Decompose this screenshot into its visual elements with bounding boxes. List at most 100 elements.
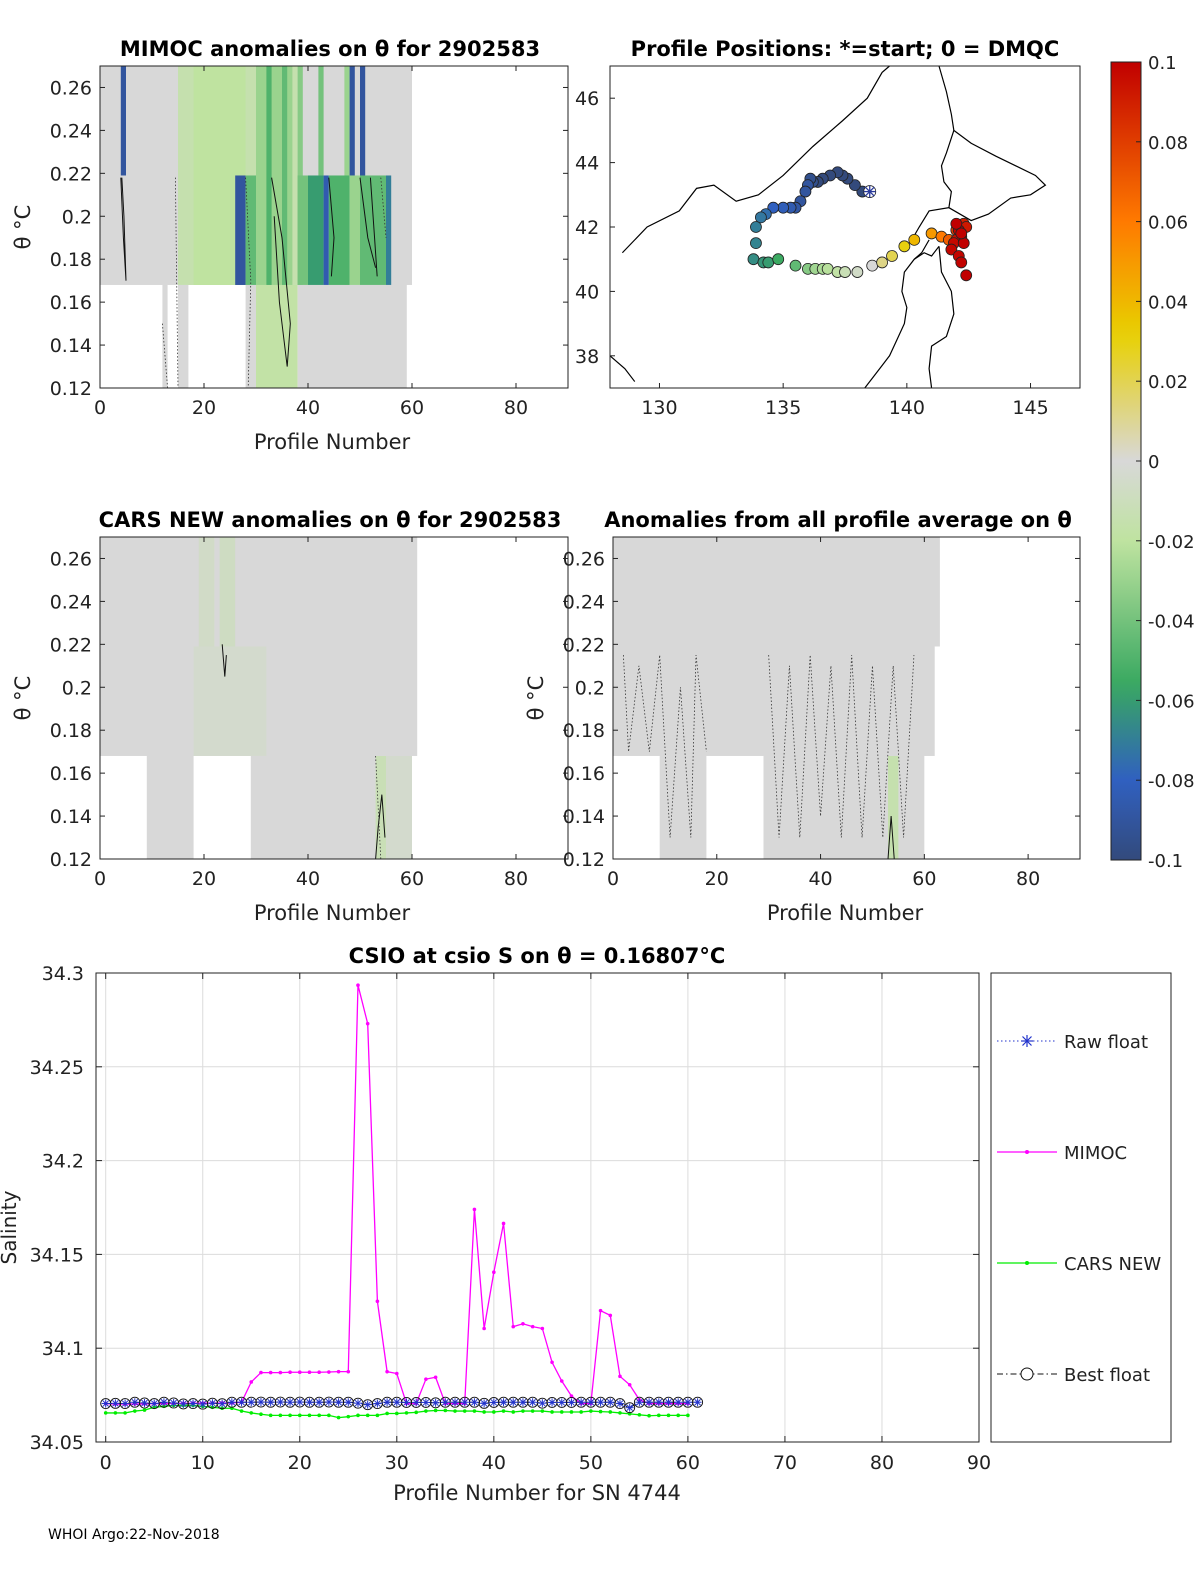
salinity-xtick-label: 0: [100, 1452, 112, 1474]
mimoc-ytick-label: 0.2: [62, 206, 92, 228]
allavg-ytick-label: 0.18: [563, 720, 605, 742]
mimoc-xlabel: Profile Number: [254, 430, 411, 454]
positions-xtick-label: 135: [765, 397, 801, 419]
positions-xtick-label: 130: [641, 397, 677, 419]
mimoc-ytick-label: 0.22: [50, 163, 92, 185]
series-point: [511, 1410, 516, 1414]
series-point: [317, 1413, 321, 1418]
cars-cell: [146, 755, 194, 859]
asterisk-stroke: [218, 1400, 226, 1408]
asterisk-stroke: [403, 1399, 410, 1406]
legend-marker: [1025, 1150, 1029, 1154]
mimoc-cell: [120, 66, 126, 176]
series-point: [654, 1398, 663, 1407]
salinity-frame: [95, 972, 980, 1443]
asterisk-stroke: [131, 1398, 139, 1406]
series-point: [627, 1382, 632, 1387]
series-point: [130, 1398, 139, 1407]
series-point: [346, 1369, 351, 1374]
series-point: [482, 1410, 486, 1414]
series-point: [208, 1399, 217, 1408]
asterisk-stroke: [558, 1399, 566, 1406]
mimoc-cell: [308, 175, 324, 285]
series-point: [608, 1410, 613, 1414]
allavg-ytick-label: 0.22: [563, 634, 605, 656]
cars-contour-line: [221, 644, 227, 677]
series-point: [598, 1409, 603, 1414]
asterisk-stroke: [412, 1399, 420, 1406]
positions-ytick-label: 46: [575, 88, 599, 110]
coastline-segment: [906, 65, 1047, 247]
track-point: [908, 233, 921, 246]
mimoc-zero-contours: [162, 177, 387, 389]
series-point: [334, 1398, 343, 1407]
series-point: [460, 1398, 469, 1407]
series-point: [198, 1400, 207, 1409]
cars-ytick-label: 0.18: [50, 720, 92, 742]
coastline-segment: [940, 130, 955, 208]
track-point: [772, 253, 785, 266]
salinity-xtick-label: 70: [773, 1452, 797, 1474]
positions-xtick-label: 140: [889, 397, 925, 419]
track-point: [876, 256, 889, 269]
series-point: [521, 1409, 525, 1413]
series-point: [305, 1398, 314, 1407]
positions-title: Profile Positions: *=start; 0 = DMQC: [631, 37, 1060, 61]
asterisk-stroke: [548, 1399, 556, 1406]
mimoc-ytick-label: 0.24: [50, 120, 92, 142]
series-point: [414, 1410, 419, 1415]
start-marker: [863, 185, 877, 198]
series-point: [295, 1398, 304, 1407]
series-point: [637, 1412, 642, 1417]
positions-ytick-label: 40: [575, 281, 599, 303]
asterisk-stroke: [674, 1398, 682, 1406]
asterisk-stroke: [354, 1399, 362, 1407]
series-point: [511, 1324, 516, 1329]
asterisk-stroke: [199, 1400, 207, 1408]
series-point: [336, 1369, 341, 1374]
series-point: [462, 1409, 467, 1413]
asterisk-stroke: [306, 1398, 313, 1406]
allavg-cell: [888, 755, 899, 859]
series-point: [218, 1399, 227, 1408]
mimoc-cell: [328, 175, 350, 285]
asterisk-stroke: [568, 1399, 575, 1406]
mimoc-contour-line: [271, 177, 291, 367]
series-point: [150, 1399, 159, 1408]
mimoc-cell: [323, 175, 329, 285]
colorbar-tick-label: -0.1: [1148, 851, 1183, 872]
track-point: [839, 266, 851, 278]
track-point: [960, 269, 973, 282]
allavg-cell: [763, 755, 925, 859]
footer-credit: WHOI Argo:22-Nov-2018: [48, 1527, 220, 1543]
series-point: [239, 1409, 244, 1413]
coastline-segment: [609, 355, 636, 382]
asterisk-stroke: [636, 1398, 643, 1406]
series-point: [441, 1398, 450, 1407]
series-point: [395, 1411, 399, 1416]
series-point: [363, 1400, 372, 1409]
mimoc-cell: [266, 66, 272, 285]
asterisk-stroke: [393, 1398, 401, 1406]
series-point: [315, 1398, 324, 1407]
asterisk-stroke: [325, 1398, 333, 1406]
asterisk-stroke: [538, 1399, 546, 1407]
asterisk-stroke: [335, 1398, 342, 1406]
mimoc-contours: [120, 177, 378, 367]
asterisk-stroke: [655, 1398, 663, 1406]
asterisk-stroke: [374, 1400, 381, 1407]
salinity-legend: Raw float MIMOC CARS NEW Best float: [990, 972, 1172, 1443]
series-point: [249, 1411, 254, 1415]
series-point: [365, 1021, 370, 1026]
cars-xtick-label: 40: [296, 868, 320, 890]
asterisk-stroke: [490, 1399, 498, 1406]
series-point: [492, 1410, 496, 1414]
legend-marker: [1021, 1035, 1033, 1047]
mimoc-cell: [386, 175, 392, 285]
salinity-ytick-label: 34.1: [42, 1338, 84, 1360]
series-point: [365, 1413, 370, 1418]
positions-ytick-label: 42: [575, 217, 599, 239]
series-point: [501, 1221, 506, 1226]
asterisk-stroke: [112, 1400, 119, 1407]
salinity-ytick-label: 34.05: [30, 1432, 84, 1454]
